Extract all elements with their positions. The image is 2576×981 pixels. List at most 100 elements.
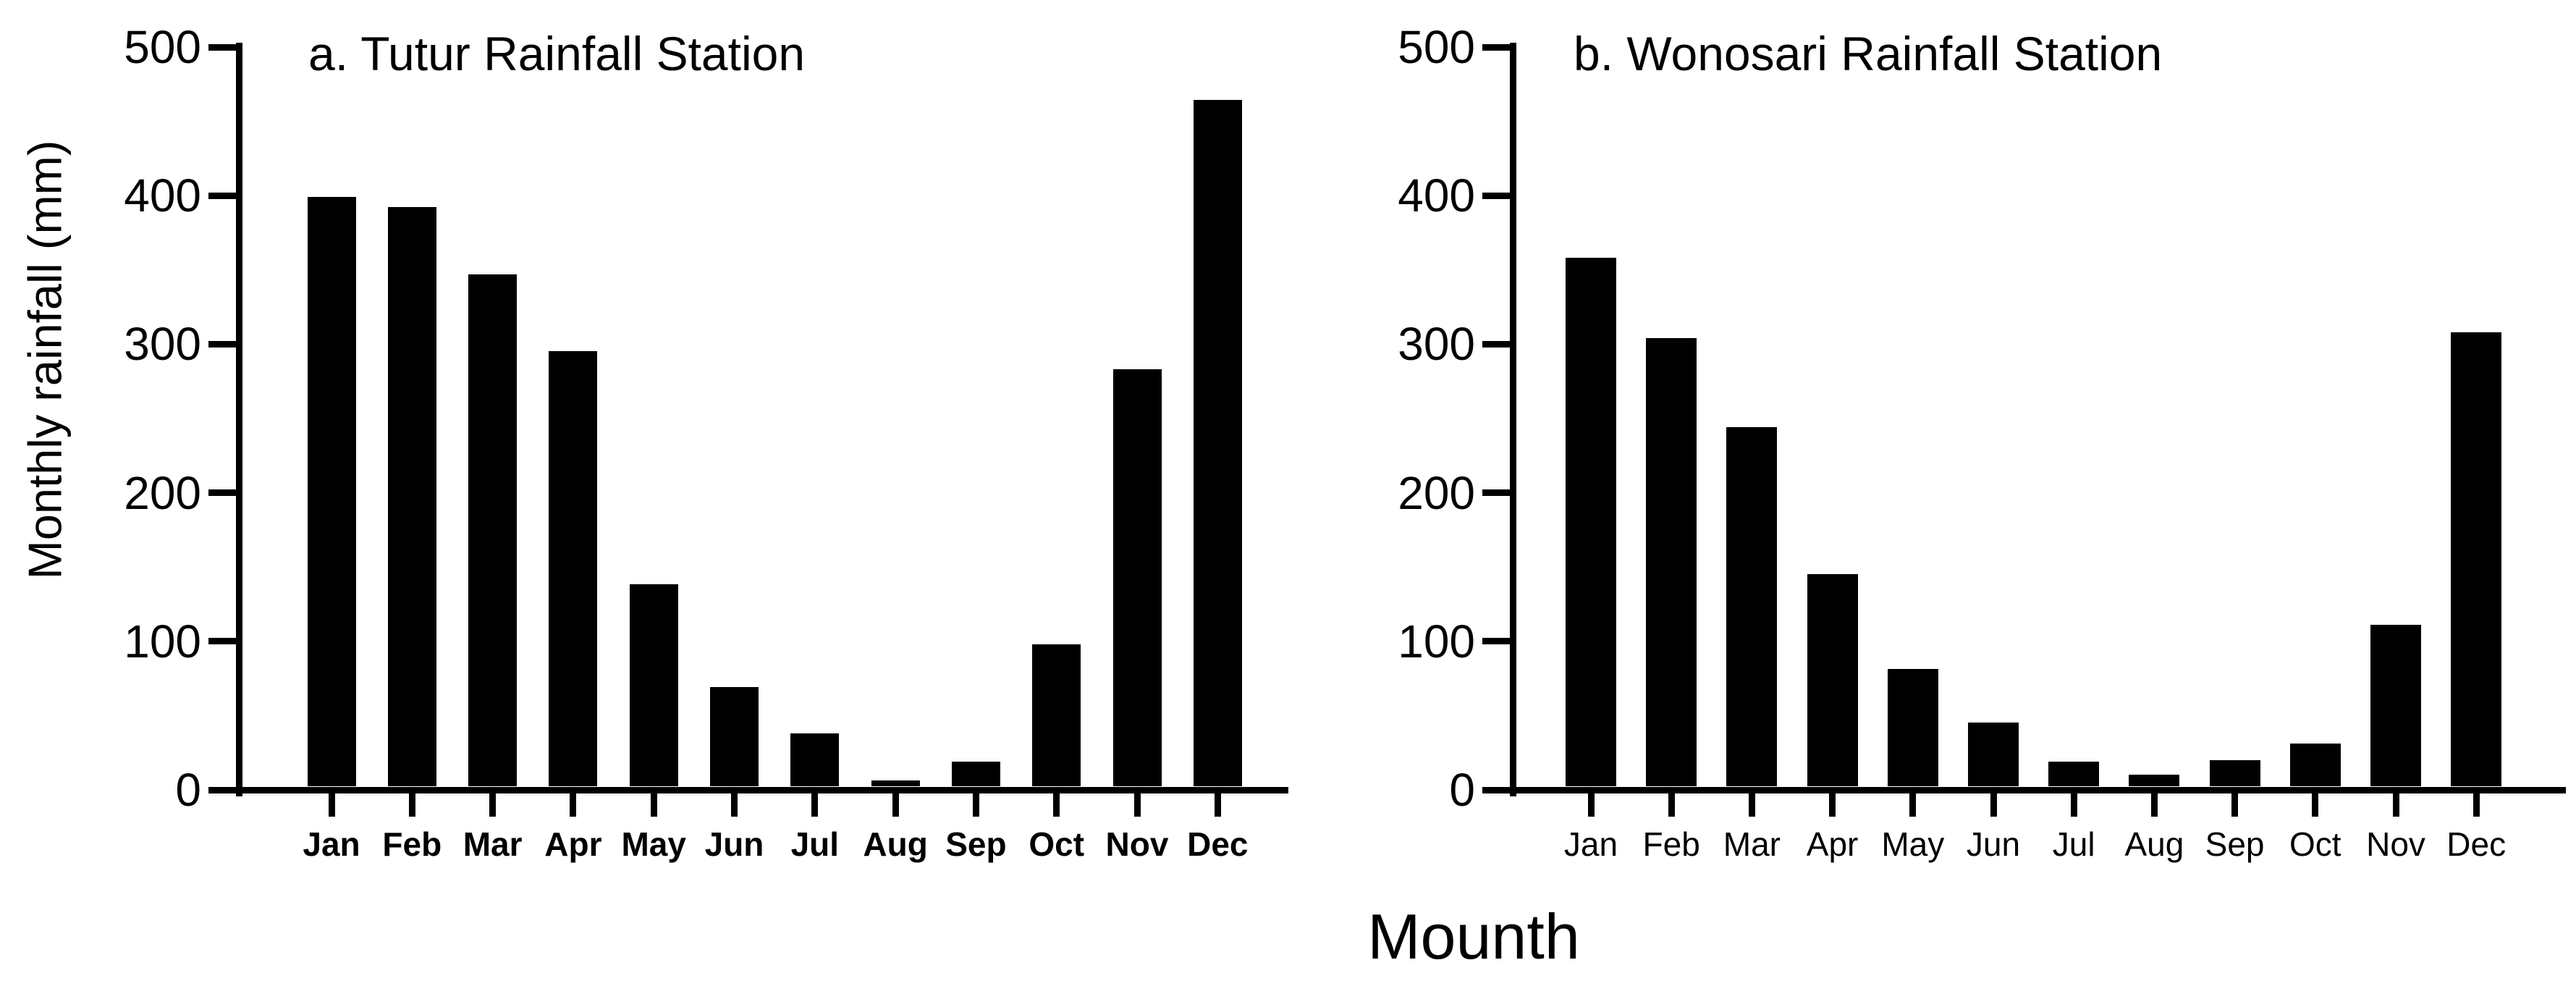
x-tick <box>1829 793 1836 817</box>
x-tick <box>1133 793 1141 817</box>
x-tick-label-aug: Aug <box>2124 825 2184 863</box>
x-tick-label-jan: Jan <box>1563 825 1618 863</box>
x-tick-label-oct: Oct <box>2289 825 2341 863</box>
y-tick-label: 500 <box>1398 21 1475 73</box>
y-tick <box>1482 489 1513 497</box>
bar-oct <box>2289 743 2341 787</box>
x-tick <box>2070 793 2077 817</box>
x-tick <box>1748 793 1755 817</box>
y-tick <box>1482 192 1513 199</box>
x-tick <box>1990 793 1997 817</box>
x-tick <box>1909 793 1917 817</box>
x-tick-label-mar: Mar <box>463 825 523 863</box>
bar-nov <box>2370 624 2421 787</box>
x-tick-label-aug: Aug <box>863 825 928 863</box>
x-tick <box>892 793 899 817</box>
bar-may <box>1887 669 1938 787</box>
bar-dec <box>2451 332 2502 787</box>
x-tick-label-feb: Feb <box>382 825 442 863</box>
x-tick <box>811 793 819 817</box>
bar-mar <box>1726 426 1778 787</box>
x-tick <box>408 793 415 817</box>
bar-may <box>629 584 678 787</box>
x-axis-title: Mounth <box>1367 901 1580 972</box>
x-tick <box>972 793 979 817</box>
y-tick-label: 500 <box>124 21 201 73</box>
y-tick <box>208 43 239 51</box>
y-tick-label: 200 <box>124 466 201 519</box>
bar-jul <box>2048 761 2100 787</box>
y-tick-label: 400 <box>124 169 201 222</box>
x-tick-label-sep: Sep <box>945 825 1007 863</box>
x-tick <box>2472 793 2480 817</box>
x-tick-label-may: May <box>621 825 686 863</box>
y-tick <box>208 489 239 497</box>
x-tick <box>2392 793 2399 817</box>
x-tick <box>1214 793 1221 817</box>
bar-jun <box>1968 723 2019 787</box>
x-tick-label-jun: Jun <box>704 825 764 863</box>
x-tick-label-nov: Nov <box>2366 825 2425 863</box>
bar-nov <box>1112 369 1162 787</box>
bar-apr <box>1807 574 1858 787</box>
x-tick <box>2312 793 2319 817</box>
x-tick-label-mar: Mar <box>1723 825 1781 863</box>
x-tick-label-jun: Jun <box>1966 825 2021 863</box>
x-tick <box>570 793 577 817</box>
x-tick <box>2231 793 2239 817</box>
x-tick <box>2150 793 2158 817</box>
bar-sep <box>951 761 1000 787</box>
bar-aug <box>2129 775 2180 787</box>
bar-jun <box>710 687 759 787</box>
bar-dec <box>1193 100 1242 787</box>
y-tick-label: 300 <box>1398 318 1475 371</box>
y-tick-label: 300 <box>124 318 201 371</box>
y-tick-label: 0 <box>175 764 201 816</box>
x-tick-label-feb: Feb <box>1642 825 1700 863</box>
x-tick <box>650 793 657 817</box>
y-tick <box>208 786 239 793</box>
y-tick-label: 400 <box>1398 169 1475 222</box>
x-tick-label-oct: Oct <box>1029 825 1085 863</box>
bar-feb <box>1646 337 1697 787</box>
bar-sep <box>2209 759 2260 787</box>
y-tick <box>1482 638 1513 645</box>
x-tick-label-nov: Nov <box>1105 825 1169 863</box>
y-tick <box>1482 43 1513 51</box>
x-tick <box>489 793 497 817</box>
x-tick-label-may: May <box>1881 825 1945 863</box>
y-tick-label: 0 <box>1449 764 1475 816</box>
y-tick-label: 100 <box>124 615 201 668</box>
y-axis-line <box>1510 43 1516 796</box>
bar-feb <box>387 207 436 787</box>
x-tick <box>1668 793 1675 817</box>
x-tick-label-jan: Jan <box>303 825 360 863</box>
bar-mar <box>468 274 518 787</box>
bar-jan <box>1566 257 1616 787</box>
x-axis-line <box>1510 786 2566 793</box>
y-tick <box>1482 340 1513 348</box>
y-axis-line <box>236 43 242 796</box>
y-tick-label: 200 <box>1398 466 1475 519</box>
y-tick <box>208 638 239 645</box>
y-tick <box>208 340 239 348</box>
x-tick-label-dec: Dec <box>1187 825 1249 863</box>
x-tick <box>328 793 335 817</box>
chart-title: a. Tutur Rainfall Station <box>308 27 806 80</box>
bar-apr <box>549 351 598 787</box>
x-tick <box>1053 793 1060 817</box>
x-tick <box>731 793 738 817</box>
chart-title: b. Wonosari Rainfall Station <box>1574 27 2163 80</box>
x-tick-label-dec: Dec <box>2446 825 2507 863</box>
y-tick-label: 100 <box>1398 615 1475 668</box>
y-tick <box>208 192 239 199</box>
x-tick-label-jul: Jul <box>790 825 840 863</box>
x-tick-label-jul: Jul <box>2052 825 2095 863</box>
bar-aug <box>871 780 920 787</box>
bar-jul <box>790 733 840 787</box>
x-tick-label-apr: Apr <box>1806 825 1859 863</box>
x-tick-label-apr: Apr <box>544 825 602 863</box>
x-axis-line <box>236 786 1288 793</box>
bar-jan <box>307 196 356 787</box>
